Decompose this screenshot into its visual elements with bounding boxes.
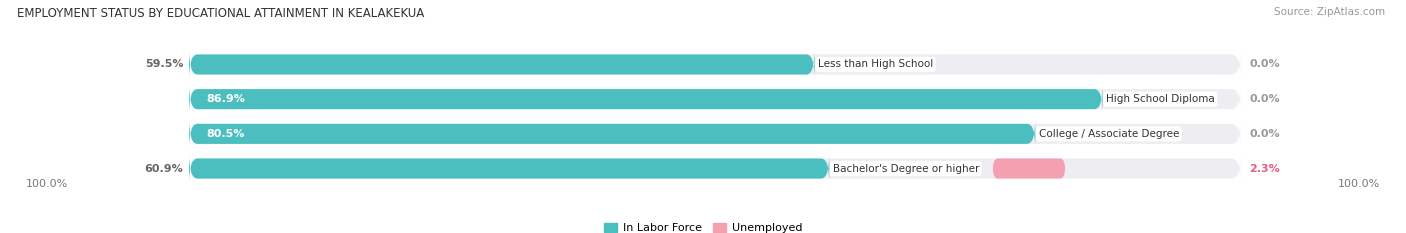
Text: 0.0%: 0.0%: [1250, 59, 1279, 69]
Text: High School Diploma: High School Diploma: [1107, 94, 1215, 104]
Text: 2.3%: 2.3%: [1250, 164, 1281, 174]
FancyBboxPatch shape: [190, 85, 1240, 113]
FancyBboxPatch shape: [190, 120, 1035, 148]
Text: EMPLOYMENT STATUS BY EDUCATIONAL ATTAINMENT IN KEALAKEKUA: EMPLOYMENT STATUS BY EDUCATIONAL ATTAINM…: [17, 7, 425, 20]
Text: Bachelor's Degree or higher: Bachelor's Degree or higher: [832, 164, 979, 174]
Legend: In Labor Force, Unemployed: In Labor Force, Unemployed: [599, 218, 807, 233]
Text: 59.5%: 59.5%: [145, 59, 183, 69]
FancyBboxPatch shape: [190, 154, 830, 183]
FancyBboxPatch shape: [993, 158, 1066, 178]
Text: 80.5%: 80.5%: [207, 129, 245, 139]
Text: 100.0%: 100.0%: [1339, 179, 1381, 189]
FancyBboxPatch shape: [190, 85, 1102, 113]
FancyBboxPatch shape: [190, 154, 1240, 183]
Text: Less than High School: Less than High School: [818, 59, 934, 69]
Text: 0.0%: 0.0%: [1250, 94, 1279, 104]
FancyBboxPatch shape: [190, 50, 1240, 79]
FancyBboxPatch shape: [190, 120, 1240, 148]
Text: College / Associate Degree: College / Associate Degree: [1039, 129, 1180, 139]
Text: 86.9%: 86.9%: [207, 94, 246, 104]
FancyBboxPatch shape: [190, 50, 814, 79]
Text: 0.0%: 0.0%: [1250, 129, 1279, 139]
Text: 60.9%: 60.9%: [145, 164, 183, 174]
Text: 100.0%: 100.0%: [25, 179, 67, 189]
Text: Source: ZipAtlas.com: Source: ZipAtlas.com: [1274, 7, 1385, 17]
